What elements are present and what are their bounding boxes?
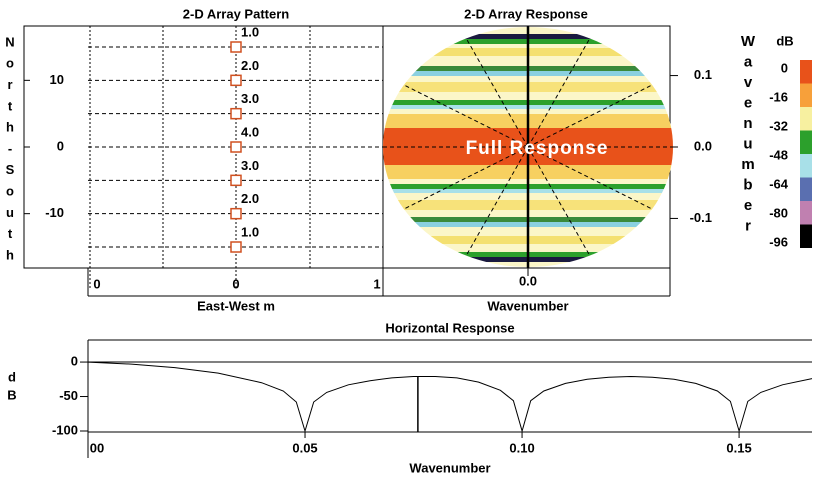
element-weight-label: 4.0: [241, 124, 259, 139]
colorbar-label: -96: [769, 234, 788, 249]
element-weight-label: 2.0: [241, 58, 259, 73]
overlay-label: Full Response: [466, 138, 609, 159]
y-axis-letter: t: [8, 226, 13, 241]
x-tick-label: 00: [90, 440, 104, 455]
x-tick-label: 1: [373, 276, 380, 291]
y-axis-letter: N: [5, 34, 14, 49]
colorbar-label: 0: [781, 60, 788, 75]
y-axis-letter: S: [6, 162, 15, 177]
y-axis-letter: t: [8, 98, 13, 113]
y-axis-letter: u: [743, 135, 752, 152]
y-axis-letter: W: [741, 33, 756, 50]
y-axis-letter: m: [741, 156, 754, 173]
y-tick-label: -0.1: [690, 210, 712, 225]
element-weight-label: 1.0: [241, 224, 259, 239]
y-axis-letter: o: [6, 56, 14, 71]
colorbar-swatch: [800, 107, 812, 131]
y-axis-letter: o: [6, 184, 14, 199]
x-tick-label: 0: [232, 276, 239, 291]
colorbar-label: -32: [769, 118, 788, 133]
array-element: [230, 141, 242, 153]
array-element: [230, 107, 242, 120]
x-grid: [89, 26, 311, 290]
y-axis-letter: h: [6, 247, 14, 262]
colorbar-swatch: [800, 60, 812, 84]
y-axis-letter: r: [7, 77, 12, 92]
colorbar-swatch: [800, 130, 812, 154]
array-element: [230, 241, 242, 253]
x-tick-label: 0: [93, 276, 100, 291]
radial-lines: [383, 37, 670, 257]
y-axis-letter: a: [744, 53, 753, 70]
x-tick-label: 0.10: [509, 440, 534, 455]
colorbar-swatch: [800, 154, 812, 178]
y-axis-letter: b: [743, 176, 752, 193]
colorbar-unit: dB: [776, 33, 793, 48]
y-tick-label: 0: [57, 138, 64, 153]
x-axis-label: Wavenumber: [487, 298, 568, 313]
colorbar-swatch: [800, 201, 812, 225]
y-tick-label: 0.1: [694, 67, 712, 82]
colorbar-label: -64: [769, 176, 789, 191]
x-axis-label: East-West m: [197, 298, 275, 313]
y-axis-letter: -: [8, 141, 12, 156]
element-weight-label: 3.0: [241, 91, 259, 106]
colorbar-swatch: [800, 83, 812, 107]
y-tick-label: 0: [71, 353, 78, 368]
colorbar-label: -48: [769, 147, 788, 162]
y-tick-label: -100: [52, 422, 78, 437]
array-element: [230, 74, 242, 87]
y-axis-letter: h: [6, 120, 14, 135]
array-element: [230, 174, 242, 187]
panel-title: 2-D Array Response: [464, 6, 588, 21]
y-axis-letter: u: [6, 205, 14, 220]
x-tick-label: 0.0: [519, 273, 537, 288]
y-tick-label: -10: [45, 205, 64, 220]
element-weight-label: 1.0: [241, 24, 259, 39]
panel-title: Horizontal Response: [385, 320, 514, 335]
y-axis-letter: d: [8, 369, 16, 384]
colorbar-swatch: [800, 224, 812, 248]
y-axis-letter: n: [743, 115, 752, 132]
x-tick-label: 0.05: [292, 440, 317, 455]
array-element: [230, 207, 242, 220]
response-curve: [87, 361, 813, 433]
x-tick-label: 0.15: [726, 440, 751, 455]
y-axis-letter: B: [7, 387, 16, 402]
colorbar-label: -16: [769, 89, 788, 104]
y-axis-letter: v: [744, 74, 753, 91]
y-tick-label: -50: [59, 388, 78, 403]
element-weight-label: 3.0: [241, 158, 259, 173]
colorbar-label: -80: [769, 205, 788, 220]
x-axis-label: Wavenumber: [409, 460, 490, 475]
panel-title: 2-D Array Pattern: [183, 6, 290, 21]
y-axis-letter: e: [744, 197, 752, 214]
y-axis-letter: e: [744, 94, 752, 111]
y-tick-label: 10: [50, 72, 64, 87]
colorbar-swatch: [800, 177, 812, 201]
y-axis-letter: r: [745, 217, 751, 234]
element-weight-label: 2.0: [241, 191, 259, 206]
array-element: [230, 41, 242, 53]
y-tick-label: 0.0: [694, 138, 712, 153]
